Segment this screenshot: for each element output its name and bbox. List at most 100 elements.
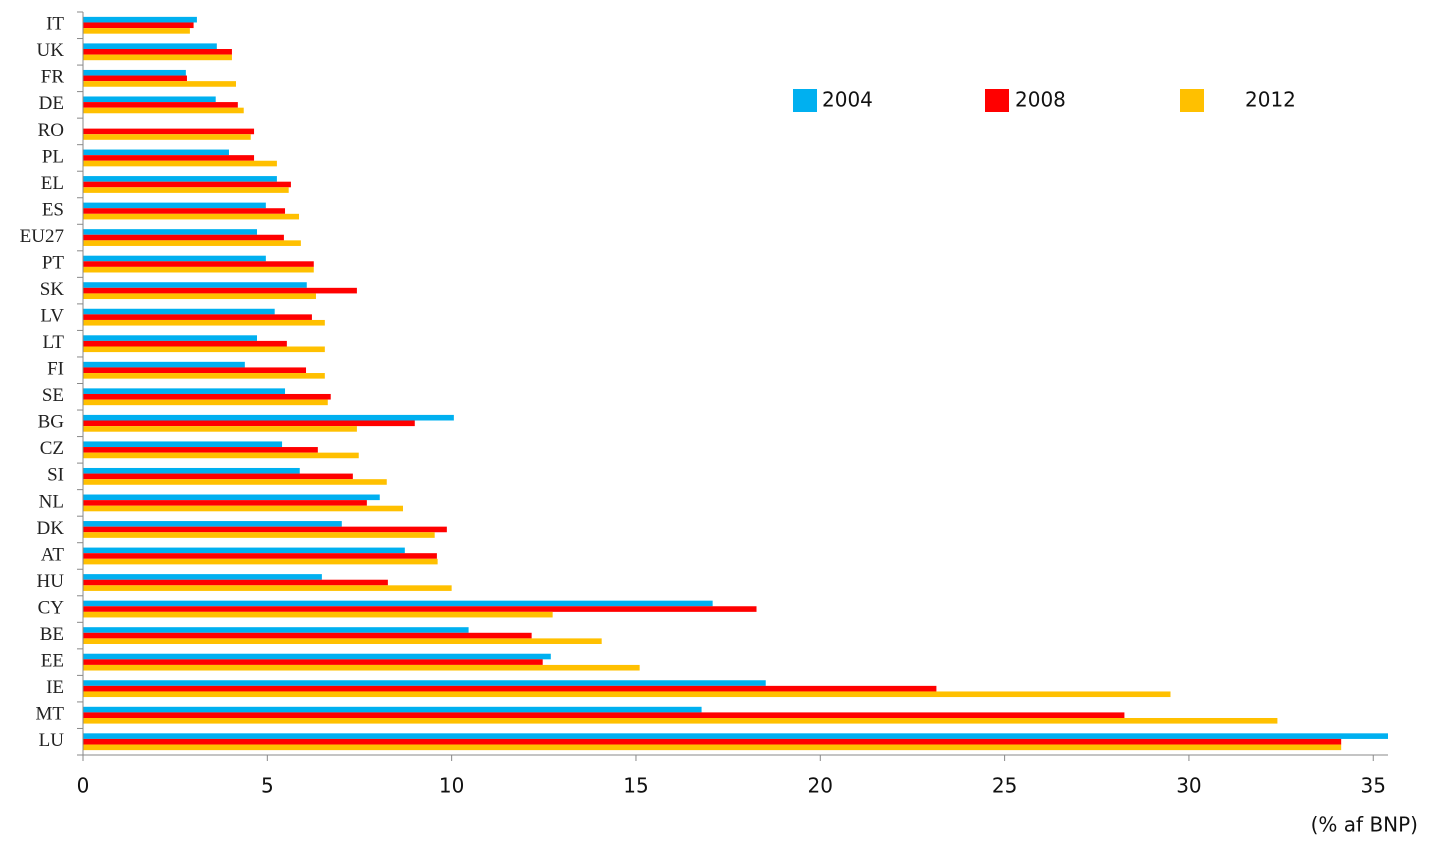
legend-label: 2008 — [1015, 88, 1066, 112]
y-tick-label: PT — [42, 252, 65, 273]
bar — [83, 638, 602, 644]
bar — [83, 340, 287, 347]
y-tick-label: LT — [43, 332, 65, 353]
bar — [83, 574, 322, 580]
bar — [83, 717, 1278, 724]
bar — [83, 585, 452, 591]
legend-label: 2004 — [822, 88, 873, 112]
bar — [83, 176, 277, 182]
bar — [83, 505, 403, 512]
y-tick-label: LU — [39, 730, 65, 751]
bar — [83, 680, 766, 686]
x-tick-label: 5 — [261, 774, 274, 798]
bar — [83, 181, 291, 188]
legend-swatch — [793, 89, 817, 112]
y-tick-label: DE — [39, 93, 64, 114]
bar — [83, 102, 238, 108]
bar — [83, 426, 357, 432]
bar — [83, 293, 316, 300]
bar — [83, 706, 702, 713]
x-axis-label: (% af BNP) — [1311, 813, 1418, 837]
bar — [83, 361, 245, 368]
bar — [83, 28, 190, 34]
bar — [83, 611, 553, 618]
bar — [83, 659, 543, 665]
bar — [83, 733, 1388, 739]
bar — [83, 558, 438, 565]
bar — [83, 346, 325, 353]
bar — [83, 208, 286, 214]
bar — [83, 16, 197, 23]
y-tick-label: CY — [38, 597, 65, 618]
y-tick-label: ES — [42, 199, 64, 220]
y-tick-label: AT — [41, 544, 65, 565]
bar — [83, 521, 342, 527]
bar — [83, 314, 312, 320]
bar — [83, 234, 284, 241]
bar — [83, 399, 328, 406]
bar — [83, 107, 244, 114]
bar — [83, 128, 255, 135]
y-tick-label: CZ — [40, 438, 64, 459]
y-tick-label: RO — [38, 120, 64, 141]
bar — [83, 627, 469, 633]
y-tick-label: UK — [37, 40, 65, 61]
y-tick-label: LV — [40, 306, 64, 327]
bar — [83, 414, 454, 421]
y-tick-label: MT — [36, 704, 65, 725]
bar — [83, 393, 331, 400]
y-tick-label: IT — [46, 14, 64, 35]
y-tick-label: IE — [46, 677, 64, 698]
x-tick-label: 25 — [992, 774, 1017, 798]
bar — [83, 526, 447, 533]
y-tick-label: EE — [41, 650, 64, 671]
y-tick-label: NL — [39, 491, 64, 512]
bar — [83, 606, 757, 612]
bar — [83, 467, 300, 474]
x-tick-label: 20 — [808, 774, 833, 798]
bar — [83, 532, 435, 538]
legend-label: 2012 — [1245, 88, 1296, 112]
y-tick-label: SK — [40, 279, 65, 300]
x-tick-label: 30 — [1176, 774, 1201, 798]
bar — [83, 452, 359, 459]
bar — [83, 287, 357, 294]
bar — [83, 691, 1171, 698]
bar — [83, 43, 217, 50]
bar — [83, 69, 186, 76]
bar — [83, 712, 1125, 718]
bar — [83, 49, 232, 55]
bar — [83, 373, 325, 379]
bar — [83, 479, 387, 485]
bar — [83, 335, 257, 341]
bar — [83, 96, 216, 103]
bar — [83, 202, 266, 209]
bar — [83, 420, 415, 427]
bar — [83, 367, 307, 374]
bar — [83, 134, 251, 140]
x-tick-label: 15 — [623, 774, 648, 798]
bar — [83, 160, 277, 167]
bar — [83, 579, 388, 586]
x-tick-label: 0 — [77, 774, 90, 798]
bar — [83, 547, 405, 554]
bar — [83, 319, 325, 326]
bar — [83, 240, 301, 246]
bar — [83, 632, 532, 639]
y-tick-label: FR — [41, 67, 65, 88]
bar — [83, 494, 380, 501]
bar — [83, 447, 318, 453]
bar — [83, 149, 229, 156]
bar — [83, 75, 187, 82]
x-tick-label: 10 — [439, 774, 464, 798]
y-tick-label: HU — [37, 571, 65, 592]
x-tick-label: 35 — [1361, 774, 1386, 798]
y-tick-label: DK — [37, 518, 65, 539]
bar — [83, 261, 314, 267]
y-tick-label: PL — [42, 146, 64, 167]
y-tick-label: SI — [47, 465, 64, 486]
y-tick-label: EL — [41, 173, 64, 194]
bar — [83, 553, 437, 559]
bar — [83, 500, 367, 506]
